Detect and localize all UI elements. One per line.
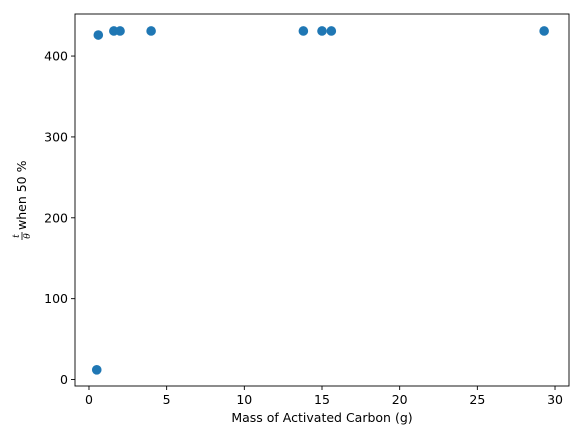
x-tick-label: 30 [547,392,563,407]
data-point [326,26,337,36]
y-label-denominator: θ [23,233,33,239]
y-label-text: when 50 % [14,160,29,230]
x-axis-label: Mass of Activated Carbon (g) [231,410,412,425]
y-tick-label: 0 [60,372,68,387]
y-tick-label: 300 [44,129,68,144]
x-tick-label: 5 [163,392,171,407]
y-tick-label: 400 [44,49,68,64]
data-point [146,26,156,36]
y-label-numerator: t [12,234,22,238]
plot-area [74,13,570,387]
y-tick-label: 200 [44,210,68,225]
data-point [298,26,309,36]
plot-frame [74,13,570,387]
x-tick-label: 10 [236,392,252,407]
y-axis-ticks: 0 100 200 300 400 [44,49,75,387]
data-point [115,26,125,36]
y-tick-label: 100 [44,291,68,306]
x-tick-label: 0 [85,392,93,407]
data-point [93,30,104,40]
data-point [539,26,549,36]
x-axis-ticks: 0 5 10 15 20 25 30 [85,386,563,407]
data-points [91,26,549,375]
x-tick-label: 25 [469,392,485,407]
x-tick-label: 20 [392,392,408,407]
data-point [91,365,102,375]
x-tick-label: 15 [314,392,330,407]
data-point [317,26,327,36]
